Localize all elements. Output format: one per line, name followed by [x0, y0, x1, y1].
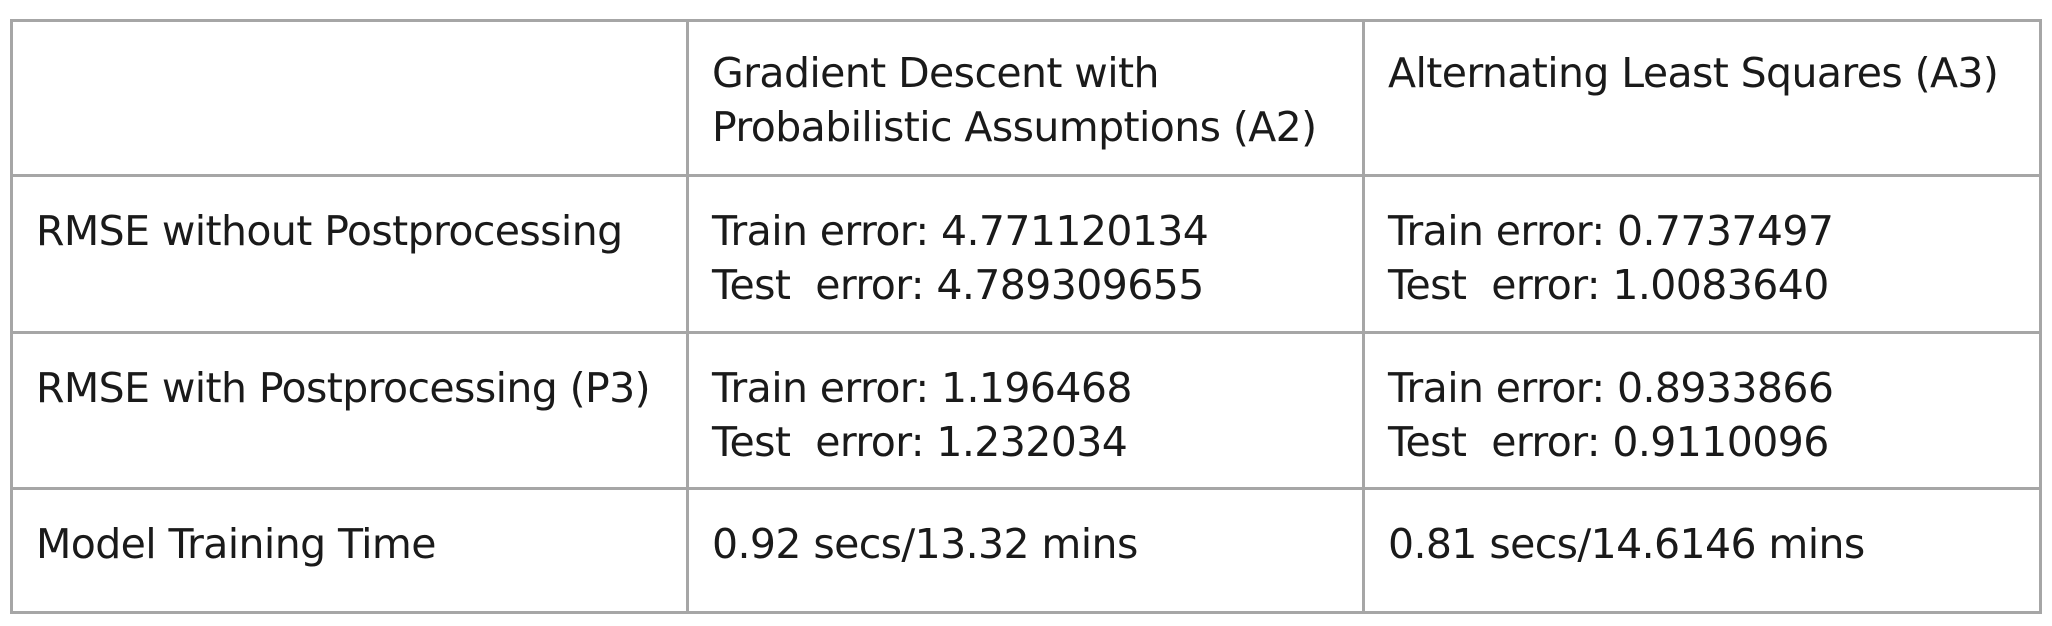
row-label-cell: RMSE without Postprocessing — [10, 174, 689, 334]
a3-test-error: Test error: 0.9110096 — [1388, 418, 1829, 466]
a2-training-time: 0.92 secs/13.32 mins — [712, 520, 1138, 568]
row-label: RMSE with Postprocessing (P3) — [36, 364, 651, 412]
a3-train-error: Train error: 0.8933866 — [1388, 364, 1834, 412]
a2-test-error: Test error: 1.232034 — [712, 418, 1128, 466]
a2-test-error: Test error: 4.789309655 — [712, 261, 1204, 309]
a3-value-cell: Train error: 0.7737497 Test error: 1.008… — [1362, 174, 2042, 334]
a2-train-error: Train error: 1.196468 — [712, 364, 1132, 412]
a3-value-cell: Train error: 0.8933866 Test error: 0.911… — [1362, 331, 2042, 490]
a2-value-cell: 0.92 secs/13.32 mins — [686, 487, 1365, 614]
header-a2-line-1: Gradient Descent with — [712, 49, 1159, 97]
header-a3-cell: Alternating Least Squares (A3) — [1362, 19, 2042, 177]
row-label-cell: RMSE with Postprocessing (P3) — [10, 331, 689, 490]
a3-training-time: 0.81 secs/14.6146 mins — [1388, 520, 1865, 568]
row-label: Model Training Time — [36, 520, 436, 568]
table-row: RMSE without Postprocessing Train error:… — [10, 174, 2042, 334]
a3-train-error: Train error: 0.7737497 — [1388, 207, 1834, 255]
a2-value-cell: Train error: 1.196468 Test error: 1.2320… — [686, 331, 1365, 490]
table-row: RMSE with Postprocessing (P3) Train erro… — [10, 331, 2042, 490]
a3-value-cell: 0.81 secs/14.6146 mins — [1362, 487, 2042, 614]
header-a2-line-2: Probabilistic Assumptions (A2) — [712, 103, 1317, 151]
header-a3-label: Alternating Least Squares (A3) — [1388, 49, 1999, 97]
results-table: Gradient Descent with Probabilistic Assu… — [10, 19, 2042, 614]
header-a2-cell: Gradient Descent with Probabilistic Assu… — [686, 19, 1365, 177]
a2-train-error: Train error: 4.771120134 — [712, 207, 1209, 255]
a2-value-cell: Train error: 4.771120134 Test error: 4.7… — [686, 174, 1365, 334]
header-corner-cell — [10, 19, 689, 177]
row-label-cell: Model Training Time — [10, 487, 689, 614]
a3-test-error: Test error: 1.0083640 — [1388, 261, 1829, 309]
header-row: Gradient Descent with Probabilistic Assu… — [10, 19, 2042, 177]
row-label: RMSE without Postprocessing — [36, 207, 623, 255]
table-row: Model Training Time 0.92 secs/13.32 mins… — [10, 487, 2042, 614]
